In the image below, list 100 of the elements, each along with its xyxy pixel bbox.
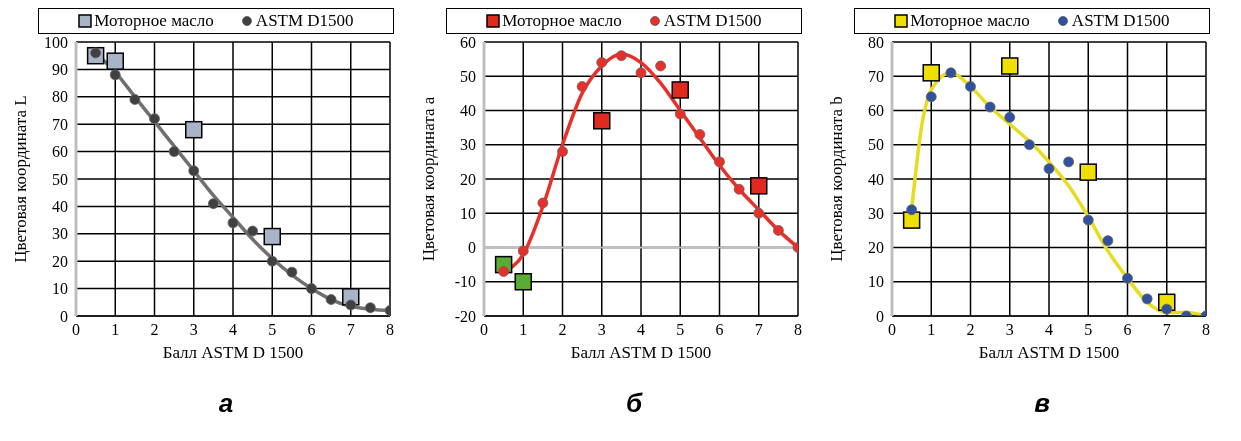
- point: [694, 129, 706, 140]
- point: [925, 91, 937, 103]
- x-tick-label: 3: [1005, 321, 1014, 339]
- point: [674, 108, 686, 120]
- point: [593, 112, 611, 130]
- point: [498, 266, 510, 277]
- y-axis-title: Цветовая координата L: [11, 95, 31, 263]
- x-tick-label: 1: [111, 321, 120, 339]
- x-tick-label: 0: [480, 321, 488, 339]
- x-tick-label: 7: [1162, 321, 1171, 339]
- legend-label: Моторное масло: [909, 11, 1030, 31]
- y-tick-label: 90: [52, 61, 68, 79]
- point: [364, 302, 376, 314]
- point: [772, 224, 784, 236]
- x-tick-label: 2: [966, 321, 975, 339]
- x-tick-label: 1: [519, 321, 528, 339]
- y-tick-label: 20: [52, 252, 68, 270]
- point: [1023, 139, 1035, 151]
- point: [1063, 156, 1075, 168]
- point: [1102, 235, 1114, 247]
- y-tick-label: 100: [44, 33, 68, 51]
- x-tick-label: 8: [386, 321, 394, 339]
- x-tick-label: 0: [888, 321, 896, 339]
- point: [537, 197, 549, 209]
- point: [635, 67, 647, 79]
- x-axis-title: Балл ASTM D 1500: [570, 343, 712, 362]
- legend-label: Моторное масло: [93, 11, 214, 31]
- y-tick-label: 10: [868, 273, 884, 291]
- point: [266, 255, 278, 267]
- point: [906, 204, 918, 216]
- point: [984, 101, 996, 113]
- point: [733, 183, 745, 195]
- point: [247, 225, 259, 237]
- text: а: [217, 388, 235, 419]
- x-tick-label: 5: [676, 321, 685, 339]
- point: [576, 81, 588, 92]
- point: [965, 81, 976, 92]
- point: [922, 64, 940, 82]
- point: [1004, 111, 1016, 123]
- y-tick-label: 60: [52, 143, 68, 161]
- x-axis-title: Балл ASTM D 1500: [162, 343, 304, 362]
- legend-label: Моторное масло: [501, 11, 622, 31]
- x-tick-label: 6: [1123, 321, 1132, 339]
- point: [149, 113, 160, 125]
- y-tick-label: 50: [460, 67, 476, 85]
- y-tick-label: 70: [52, 115, 68, 133]
- point: [1141, 293, 1153, 305]
- point: [945, 67, 957, 79]
- y-tick-label: 80: [52, 88, 68, 106]
- x-tick-label: 4: [637, 321, 645, 339]
- x-tick-label: 3: [597, 321, 606, 339]
- y-tick-label: 30: [52, 225, 68, 243]
- point: [106, 52, 124, 70]
- point: [306, 283, 317, 294]
- point: [109, 69, 121, 81]
- x-tick-label: 7: [754, 321, 763, 339]
- x-tick-label: 6: [715, 321, 724, 339]
- y-tick-label: 10: [460, 204, 476, 222]
- point: [185, 120, 203, 139]
- y-axis-title: Цветовая координата a: [419, 96, 439, 262]
- y-tick-label: 10: [52, 280, 68, 298]
- y-tick-label: 60: [868, 102, 884, 120]
- point: [517, 245, 529, 257]
- point: [655, 60, 667, 72]
- point: [188, 165, 200, 177]
- x-tick-label: 4: [1045, 321, 1053, 339]
- x-tick-label: 5: [1084, 321, 1093, 339]
- y-tick-label: -10: [454, 273, 476, 291]
- x-tick-label: 4: [229, 321, 237, 339]
- y-tick-label: 0: [876, 307, 884, 325]
- text: б: [624, 388, 644, 419]
- point: [750, 177, 768, 195]
- point: [207, 198, 219, 210]
- point: [671, 81, 689, 99]
- point: [1001, 57, 1019, 75]
- y-tick-label: 0: [468, 239, 476, 257]
- y-tick-label: 70: [868, 67, 884, 85]
- x-tick-label: 0: [72, 321, 80, 339]
- y-tick-label: 50: [52, 170, 68, 188]
- point: [1082, 214, 1094, 226]
- x-tick-label: 7: [346, 321, 355, 339]
- x-tick-label: 2: [150, 321, 159, 339]
- point: [1079, 163, 1097, 181]
- y-axis-title: Цветовая координата b: [827, 96, 847, 262]
- x-tick-label: 2: [558, 321, 567, 339]
- point: [1161, 303, 1173, 315]
- y-tick-label: 30: [868, 204, 884, 222]
- point: [345, 299, 357, 311]
- point: [1043, 163, 1055, 175]
- x-tick-label: 5: [268, 321, 277, 339]
- y-tick-label: 40: [460, 102, 476, 120]
- y-tick-label: 0: [60, 307, 68, 325]
- point: [615, 50, 627, 62]
- x-axis-title: Балл ASTM D 1500: [978, 343, 1120, 362]
- point: [1122, 272, 1133, 284]
- y-tick-label: 30: [460, 136, 476, 154]
- point: [514, 273, 532, 291]
- point: [286, 266, 298, 278]
- point: [325, 294, 337, 305]
- y-tick-label: 20: [868, 239, 884, 257]
